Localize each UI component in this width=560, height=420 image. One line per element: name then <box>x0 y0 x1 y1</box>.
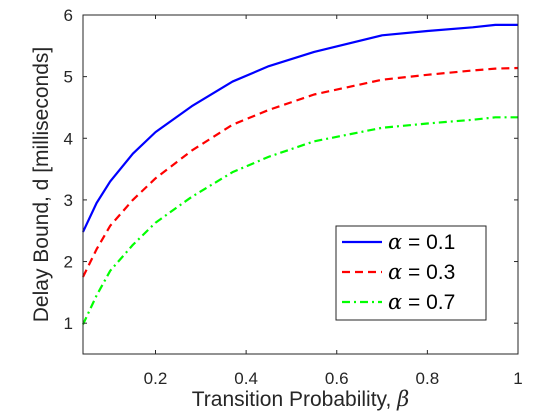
legend: α = 0.1α = 0.3α = 0.7 <box>335 225 487 321</box>
x-tick-label: 0.6 <box>325 369 349 388</box>
legend-label-3: α = 0.7 <box>388 290 455 314</box>
series-line-1 <box>82 23 518 233</box>
y-tick-label: 2 <box>64 253 73 272</box>
legend-symbol: α <box>388 230 402 254</box>
y-tick-label: 1 <box>64 314 73 333</box>
x-axis-title: Transition Probability, β <box>192 387 410 411</box>
legend-value: = 0.1 <box>402 231 455 254</box>
legend-label-2: α = 0.3 <box>388 260 455 284</box>
legend-value: = 0.7 <box>402 291 455 314</box>
series-line-3 <box>82 116 518 325</box>
plot-frame <box>82 14 519 355</box>
tick-layer: 0.2 0.4 0.6 0.8 1 1 2 3 4 5 6 <box>64 6 523 388</box>
y-axis-title: Delay Bound, d [milliseconds] <box>30 47 53 322</box>
y-tick-label: 5 <box>64 68 73 87</box>
x-tick-label: 0.2 <box>144 369 168 388</box>
y-tick-label: 4 <box>64 129 73 148</box>
legend-symbol: α <box>388 260 402 284</box>
series-line-2 <box>82 66 519 278</box>
legend-label-1: α = 0.1 <box>388 230 455 254</box>
x-axis-title-symbol: β <box>396 387 409 411</box>
y-tick-label: 6 <box>64 6 73 25</box>
x-tick-label: 1 <box>513 369 522 388</box>
y-tick-label: 3 <box>64 191 73 210</box>
series-layer <box>82 23 519 325</box>
x-tick-label: 0.4 <box>234 369 258 388</box>
x-tick-label: 0.8 <box>416 369 440 388</box>
legend-symbol: α <box>388 290 402 314</box>
legend-value: = 0.3 <box>402 261 455 284</box>
